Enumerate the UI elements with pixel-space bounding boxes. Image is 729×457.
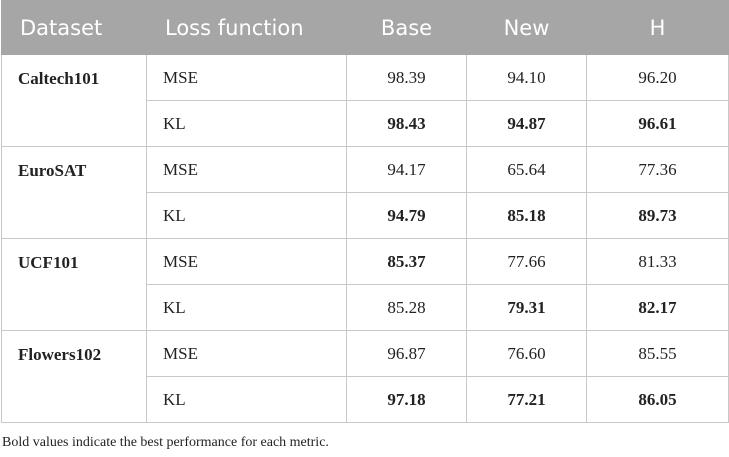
cell: 76.60: [466, 330, 587, 377]
header-cell: New: [466, 0, 587, 55]
cell: 85.18: [466, 192, 587, 239]
cell: 81.33: [586, 238, 729, 285]
cell: 89.73: [586, 192, 729, 239]
cell: MSE: [146, 146, 347, 193]
cell: KL: [146, 100, 347, 147]
dataset-cell: UCF101: [1, 238, 147, 331]
cell: 86.05: [586, 376, 729, 423]
header-cell: Base: [346, 0, 467, 55]
cell: 85.37: [346, 238, 467, 285]
cell: 96.61: [586, 100, 729, 147]
cell: 96.20: [586, 54, 729, 101]
cell: 77.66: [466, 238, 587, 285]
header-row: Dataset Loss function Base New H: [1, 0, 729, 55]
cell: 94.17: [346, 146, 467, 193]
cell: 65.64: [466, 146, 587, 193]
cell: 98.39: [346, 54, 467, 101]
cell: 85.55: [586, 330, 729, 377]
cell: 77.21: [466, 376, 587, 423]
dataset-cell: Caltech101: [1, 54, 147, 147]
cell: 94.87: [466, 100, 587, 147]
cell: 77.36: [586, 146, 729, 193]
dataset-cell: EuroSAT: [1, 146, 147, 239]
dataset-cell: Flowers102: [1, 330, 147, 423]
cell: 82.17: [586, 284, 729, 331]
results-table: Dataset Loss function Base New H Caltech…: [1, 0, 729, 423]
cell: KL: [146, 376, 347, 423]
cell: MSE: [146, 330, 347, 377]
header-cell: H: [586, 0, 729, 55]
cell: 96.87: [346, 330, 467, 377]
cell: MSE: [146, 54, 347, 101]
header-cell: Dataset: [1, 0, 147, 55]
cell: 98.43: [346, 100, 467, 147]
footnote: Bold values indicate the best performanc…: [2, 435, 329, 450]
cell: 85.28: [346, 284, 467, 331]
cell: 79.31: [466, 284, 587, 331]
cell: 94.79: [346, 192, 467, 239]
cell: 97.18: [346, 376, 467, 423]
cell: 94.10: [466, 54, 587, 101]
cell: KL: [146, 192, 347, 239]
header-cell: Loss function: [146, 0, 347, 55]
cell: MSE: [146, 238, 347, 285]
cell: KL: [146, 284, 347, 331]
